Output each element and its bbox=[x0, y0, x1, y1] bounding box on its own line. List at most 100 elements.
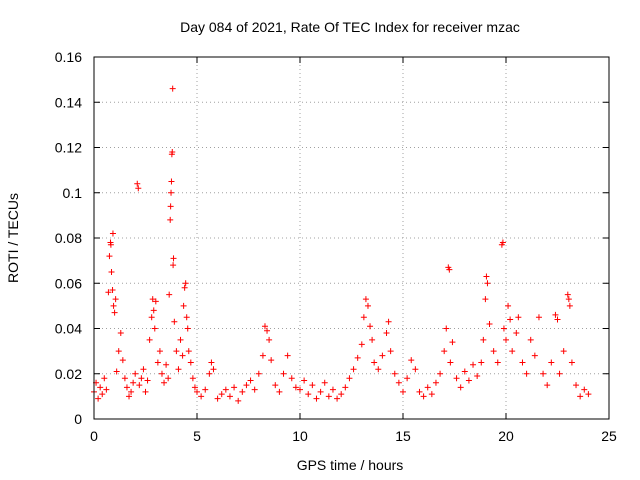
data-point bbox=[151, 325, 158, 332]
data-point bbox=[552, 311, 559, 318]
data-point bbox=[181, 284, 188, 291]
data-point bbox=[371, 359, 378, 366]
data-point bbox=[218, 391, 225, 398]
data-point bbox=[375, 366, 382, 373]
data-point bbox=[404, 375, 411, 382]
data-point bbox=[179, 352, 186, 359]
y-tick-labels: 0 0.02 0.04 0.06 0.08 0.1 0.12 0.14 0.16 bbox=[55, 49, 82, 427]
data-point bbox=[350, 366, 357, 373]
data-point bbox=[198, 393, 205, 400]
data-point bbox=[243, 382, 250, 389]
data-point bbox=[113, 368, 120, 375]
data-point bbox=[556, 370, 563, 377]
data-point bbox=[222, 386, 229, 393]
data-point bbox=[482, 296, 489, 303]
data-point bbox=[305, 391, 312, 398]
data-point bbox=[321, 379, 328, 386]
data-point bbox=[226, 393, 233, 400]
data-point bbox=[107, 241, 114, 248]
data-point bbox=[154, 359, 161, 366]
data-point bbox=[276, 388, 283, 395]
y-tick-label: 0.08 bbox=[55, 230, 82, 246]
data-point bbox=[264, 327, 271, 334]
data-point bbox=[391, 370, 398, 377]
data-point bbox=[465, 377, 472, 384]
grid-lines bbox=[94, 57, 609, 419]
data-point bbox=[149, 296, 156, 303]
data-point bbox=[135, 185, 142, 192]
data-point bbox=[325, 393, 332, 400]
y-tick-label: 0 bbox=[74, 411, 82, 427]
x-tick-label: 25 bbox=[601, 428, 617, 444]
data-point bbox=[362, 296, 369, 303]
data-point bbox=[432, 379, 439, 386]
data-point bbox=[297, 386, 303, 393]
x-axis-label: GPS time / hours bbox=[297, 457, 404, 473]
data-point bbox=[531, 352, 538, 359]
data-point bbox=[313, 395, 320, 402]
data-point bbox=[208, 359, 215, 366]
data-point bbox=[367, 323, 374, 330]
y-tick-label: 0.06 bbox=[55, 275, 82, 291]
data-point bbox=[148, 314, 155, 321]
data-point bbox=[169, 149, 176, 156]
data-point bbox=[175, 366, 182, 373]
data-point bbox=[412, 366, 419, 373]
axis-ticks bbox=[93, 56, 610, 420]
data-point bbox=[483, 273, 490, 280]
data-point bbox=[170, 255, 177, 262]
data-point bbox=[449, 339, 456, 346]
data-point bbox=[121, 375, 128, 382]
data-point bbox=[130, 379, 137, 386]
y-tick-label: 0.12 bbox=[55, 140, 82, 156]
data-point bbox=[266, 336, 273, 343]
data-point bbox=[214, 395, 221, 402]
data-point bbox=[239, 388, 246, 395]
data-point bbox=[554, 316, 561, 323]
data-point bbox=[231, 384, 238, 391]
data-point bbox=[338, 391, 345, 398]
data-point bbox=[354, 354, 361, 361]
data-point bbox=[138, 375, 145, 382]
data-point bbox=[566, 302, 573, 309]
data-point bbox=[408, 357, 415, 364]
data-point bbox=[507, 316, 514, 323]
data-point bbox=[117, 330, 124, 337]
y-axis-label: ROTI / TECUs bbox=[5, 193, 21, 283]
data-point bbox=[329, 386, 336, 393]
data-point bbox=[136, 382, 143, 389]
data-point bbox=[334, 395, 341, 402]
data-point bbox=[301, 377, 308, 384]
data-point bbox=[251, 386, 258, 393]
data-point bbox=[112, 296, 119, 303]
data-point bbox=[560, 348, 567, 355]
data-point bbox=[132, 370, 139, 377]
data-point bbox=[168, 189, 175, 196]
data-point bbox=[480, 336, 487, 343]
data-point bbox=[565, 296, 572, 303]
data-point bbox=[509, 348, 516, 355]
data-point bbox=[309, 382, 316, 389]
data-point bbox=[259, 352, 266, 359]
data-point bbox=[144, 377, 151, 384]
data-point bbox=[108, 268, 115, 275]
data-point bbox=[255, 370, 262, 377]
x-tick-label: 20 bbox=[498, 428, 514, 444]
y-tick-label: 0.14 bbox=[55, 94, 82, 110]
data-point bbox=[387, 348, 394, 355]
data-point bbox=[573, 382, 580, 389]
data-point bbox=[513, 330, 520, 337]
data-point bbox=[490, 348, 497, 355]
data-point bbox=[119, 357, 126, 364]
y-tick-label: 0.02 bbox=[55, 366, 82, 382]
data-point bbox=[519, 359, 526, 366]
data-point bbox=[146, 336, 153, 343]
data-point bbox=[156, 348, 163, 355]
data-point bbox=[170, 262, 177, 269]
data-point bbox=[123, 384, 130, 391]
y-tick-label: 0.04 bbox=[55, 321, 82, 337]
data-point bbox=[364, 302, 371, 309]
data-point bbox=[446, 266, 453, 273]
data-point bbox=[105, 289, 112, 296]
